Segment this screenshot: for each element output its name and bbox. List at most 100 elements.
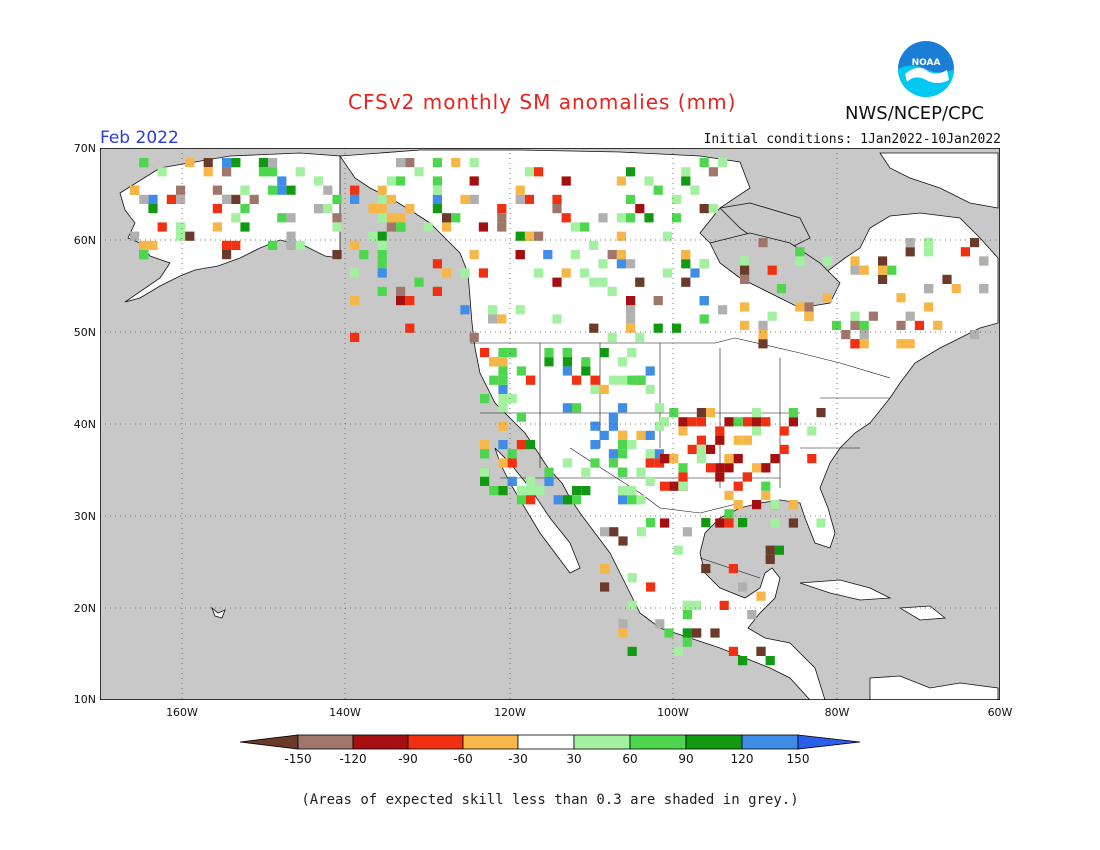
anomaly-cell xyxy=(552,277,562,287)
anomaly-cell xyxy=(222,250,232,260)
lat-label: 20N xyxy=(73,602,96,615)
anomaly-cell xyxy=(507,394,517,404)
anomaly-cells xyxy=(130,158,989,666)
anomaly-cell xyxy=(498,357,508,367)
legend-tick: -30 xyxy=(508,752,528,766)
anomaly-cell xyxy=(377,204,387,214)
anomaly-cell xyxy=(788,417,798,427)
lat-label: 70N xyxy=(73,142,96,155)
anomaly-cell xyxy=(432,176,442,186)
lon-label: 60W xyxy=(987,706,1013,719)
anomaly-cell xyxy=(609,527,619,537)
anomaly-cell xyxy=(507,476,517,486)
anomaly-cell xyxy=(645,476,655,486)
anomaly-cell xyxy=(414,277,424,287)
anomaly-cell xyxy=(724,417,734,427)
anomaly-cell xyxy=(660,417,670,427)
anomaly-cell xyxy=(332,213,342,223)
legend-tick: -60 xyxy=(453,752,473,766)
anomaly-cell xyxy=(816,518,826,528)
anomaly-cell xyxy=(561,268,571,278)
anomaly-cell xyxy=(203,158,213,168)
anomaly-cell xyxy=(626,314,636,324)
anomaly-cell xyxy=(268,158,278,168)
anomaly-cell xyxy=(832,320,842,330)
anomaly-cell xyxy=(654,421,664,431)
anomaly-cell xyxy=(788,408,798,418)
anomaly-cell xyxy=(761,490,771,500)
lat-label: 30N xyxy=(73,510,96,523)
anomaly-cell xyxy=(724,518,734,528)
anomaly-cell xyxy=(185,231,195,241)
anomaly-cell xyxy=(681,277,691,287)
anomaly-cell xyxy=(733,500,743,510)
anomaly-cell xyxy=(350,194,360,204)
anomaly-cell xyxy=(332,194,342,204)
anomaly-cell xyxy=(979,284,989,294)
anomaly-cell xyxy=(323,204,333,214)
anomaly-cell xyxy=(139,194,149,204)
anomaly-cell xyxy=(516,366,526,376)
anomaly-cell xyxy=(359,250,369,260)
anomaly-cell xyxy=(733,417,743,427)
anomaly-cell xyxy=(212,222,222,232)
anomaly-cell xyxy=(933,320,943,330)
anomaly-cell xyxy=(562,348,572,358)
anomaly-cell xyxy=(599,384,609,394)
anomaly-cell xyxy=(807,454,817,464)
anomaly-cell xyxy=(770,454,780,464)
anomaly-cell xyxy=(498,421,508,431)
anomaly-cell xyxy=(423,222,433,232)
anomaly-cell xyxy=(660,454,670,464)
anomaly-cell xyxy=(761,463,771,473)
anomaly-cell xyxy=(332,250,342,260)
anomaly-cell xyxy=(970,238,980,248)
anomaly-cell xyxy=(386,222,396,232)
legend-arrow-low xyxy=(240,734,299,750)
anomaly-cell xyxy=(756,646,766,656)
legend-tick: 30 xyxy=(566,752,582,766)
anomaly-cell xyxy=(627,495,637,505)
anomaly-cell xyxy=(599,348,609,358)
anomaly-cell xyxy=(616,213,626,223)
anomaly-cell xyxy=(859,265,869,275)
anomaly-cell xyxy=(774,545,784,555)
anomaly-cell xyxy=(690,185,700,195)
anomaly-cell xyxy=(681,250,691,260)
anomaly-cell xyxy=(627,375,637,385)
anomaly-cell xyxy=(562,357,572,367)
anomaly-cell xyxy=(258,158,268,168)
anomaly-cell xyxy=(469,176,479,186)
anomaly-cell xyxy=(740,256,750,266)
anomaly-cell xyxy=(618,440,628,450)
anomaly-cell xyxy=(258,167,268,177)
anomaly-cell xyxy=(618,375,628,385)
anomaly-cell xyxy=(644,213,654,223)
anomaly-cell xyxy=(130,231,140,241)
anomaly-cell xyxy=(451,158,461,168)
anomaly-cell xyxy=(724,490,734,500)
legend-tick: 120 xyxy=(730,752,754,766)
anomaly-cell xyxy=(788,518,798,528)
anomaly-cell xyxy=(231,194,241,204)
anomaly-cell xyxy=(534,231,544,241)
anomaly-cell xyxy=(507,449,517,459)
anomaly-cell xyxy=(708,167,718,177)
anomaly-cell xyxy=(761,417,771,427)
anomaly-cell xyxy=(636,527,646,537)
anomaly-cell xyxy=(498,348,508,358)
anomaly-cell xyxy=(488,314,498,324)
anomaly-cell xyxy=(607,332,617,342)
anomaly-cell xyxy=(386,194,396,204)
anomaly-cell xyxy=(740,274,750,284)
anomaly-cell xyxy=(405,204,415,214)
anomaly-cell xyxy=(581,357,591,367)
anomaly-cell xyxy=(618,628,628,638)
anomaly-cell xyxy=(850,320,860,330)
anomaly-cell xyxy=(377,259,387,269)
anomaly-cell xyxy=(460,305,470,315)
anomaly-cell xyxy=(706,408,716,418)
anomaly-cell xyxy=(618,403,628,413)
anomaly-cell xyxy=(795,302,805,312)
anomaly-cell xyxy=(626,305,636,315)
